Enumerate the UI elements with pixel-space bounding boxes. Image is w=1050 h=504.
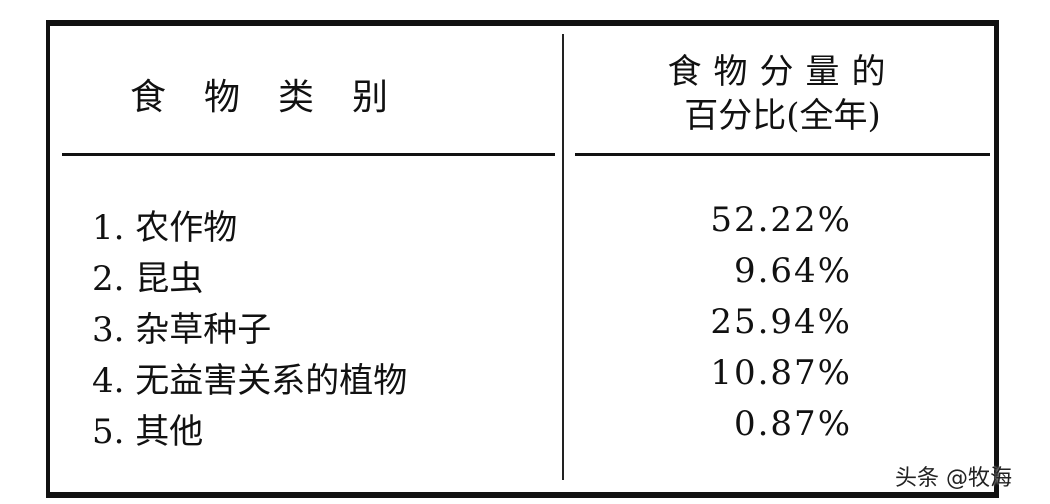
row-category: 其他 (135, 412, 204, 452)
row-category: 昆虫 (135, 259, 204, 299)
row-percent: 9.64% (733, 251, 852, 291)
row-category: 无益害关系的植物 (135, 361, 408, 401)
column-divider (562, 34, 564, 480)
table-row: 5. 其他 (92, 404, 203, 453)
row-percent: 10.87% (710, 353, 852, 393)
row-category: 杂草种子 (135, 310, 272, 350)
table-row: 2. 昆虫 (92, 251, 203, 300)
table-row: 4. 无益害关系的植物 (92, 353, 407, 402)
header-percentage: 食物分量的 百分比(全年) (575, 50, 990, 138)
table-row: 3. 杂草种子 (92, 302, 271, 351)
watermark: 头条 @牧海 (895, 466, 1012, 491)
row-category: 农作物 (135, 208, 238, 248)
row-percent: 52.22% (710, 200, 852, 240)
row-index: 3. (92, 310, 125, 350)
row-index: 5. (92, 412, 125, 452)
row-index: 1. (92, 208, 125, 248)
row-index: 4. (92, 361, 125, 401)
header-line-2: 百分比(全年) (684, 96, 881, 136)
row-percent: 25.94% (710, 302, 852, 342)
header-line-1: 食物分量的 (667, 52, 898, 92)
header-rule-right (575, 153, 990, 156)
row-percent: 0.87% (733, 404, 852, 444)
row-index: 2. (92, 259, 125, 299)
table-border (46, 20, 999, 498)
header-food-category: 食物类别 (130, 77, 427, 118)
header-rule-left (62, 153, 555, 156)
table-row: 1. 农作物 (92, 200, 237, 249)
